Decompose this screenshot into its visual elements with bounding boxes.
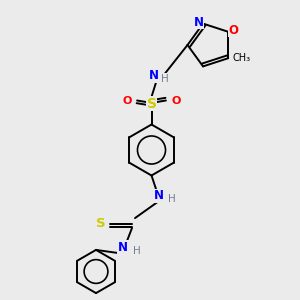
Text: N: N <box>148 69 159 82</box>
Text: H: H <box>160 74 168 84</box>
Text: S: S <box>96 217 105 230</box>
Text: N: N <box>194 16 203 28</box>
Text: H: H <box>133 246 140 256</box>
Text: N: N <box>154 189 164 203</box>
Text: CH₃: CH₃ <box>232 53 251 63</box>
Text: O: O <box>229 24 238 37</box>
Text: H: H <box>168 194 176 205</box>
Text: S: S <box>146 97 157 110</box>
Text: O: O <box>122 95 132 106</box>
Text: O: O <box>171 95 181 106</box>
Text: N: N <box>118 241 128 254</box>
